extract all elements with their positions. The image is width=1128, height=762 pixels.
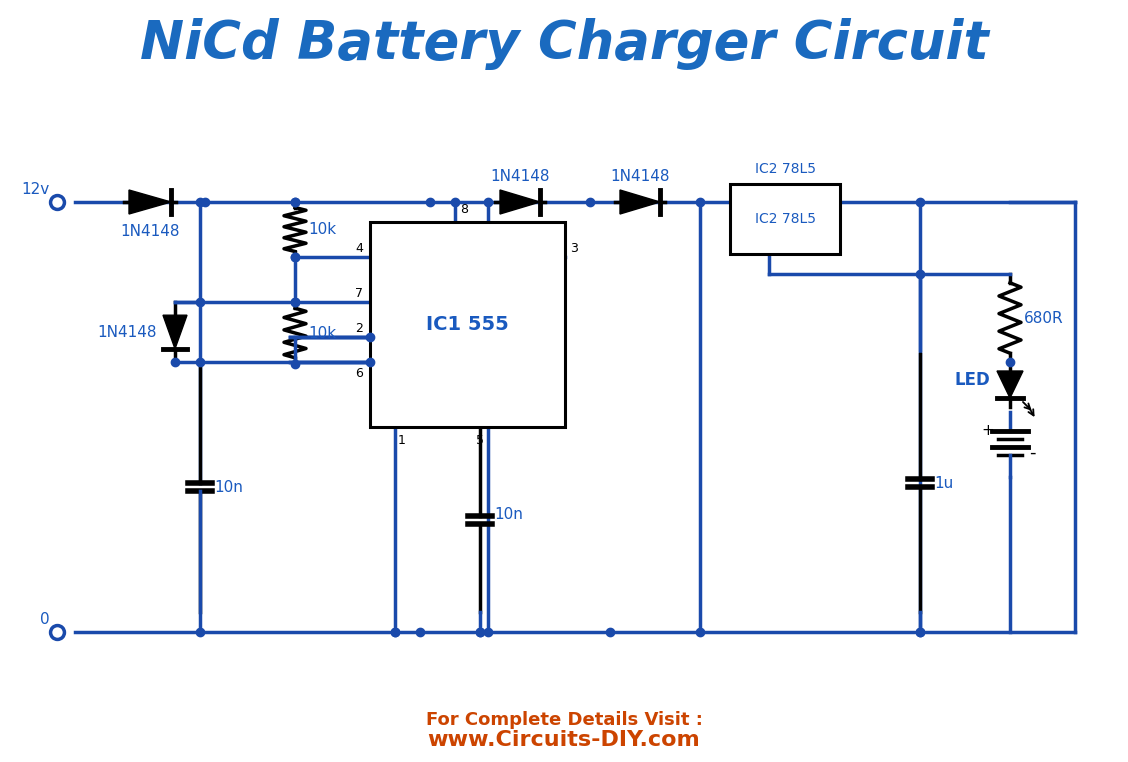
Text: IC2 78L5: IC2 78L5 [755,162,816,176]
Text: LED: LED [954,370,990,389]
Text: IC1 555: IC1 555 [426,315,509,334]
Text: 0: 0 [41,612,50,627]
Text: 7: 7 [355,287,363,300]
Text: 6: 6 [355,367,363,380]
Text: 5: 5 [476,434,484,447]
Text: 1: 1 [398,434,406,447]
Text: +: + [981,423,995,438]
Text: 10n: 10n [494,507,523,522]
Text: 1N4148: 1N4148 [121,224,179,239]
Polygon shape [164,315,187,349]
Text: -: - [1029,443,1036,462]
Text: 10n: 10n [214,479,243,495]
Text: 1u: 1u [934,475,953,491]
Polygon shape [500,190,540,214]
Text: IC2 78L5: IC2 78L5 [755,212,816,226]
Text: 16v: 16v [453,292,482,307]
Text: 1N4148: 1N4148 [610,169,670,184]
Text: 10k: 10k [308,325,336,341]
Polygon shape [620,190,660,214]
Text: For Complete Details Visit :: For Complete Details Visit : [425,711,703,729]
Text: 1N4148: 1N4148 [97,325,157,340]
Polygon shape [997,371,1023,398]
Text: 10k: 10k [308,222,336,237]
Bar [370,222,565,427]
Text: 2: 2 [355,322,363,335]
Text: NiCd Battery Charger Circuit: NiCd Battery Charger Circuit [140,18,988,70]
Text: www.Circuits-DIY.com: www.Circuits-DIY.com [428,730,700,750]
Text: 1u: 1u [458,279,477,294]
Text: 4: 4 [355,242,363,255]
Bar [730,184,840,254]
Text: 3: 3 [570,242,578,255]
Text: 680R: 680R [1024,310,1064,325]
Polygon shape [129,190,171,214]
Text: 8: 8 [460,203,468,216]
Text: 12v: 12v [21,182,50,197]
Text: 1N4148: 1N4148 [491,169,549,184]
